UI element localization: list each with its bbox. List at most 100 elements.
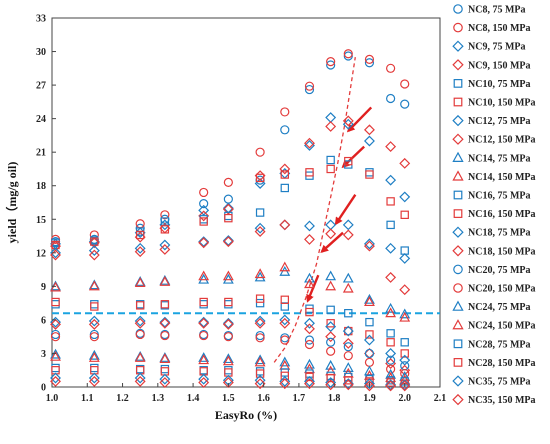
data-point [400, 210, 409, 219]
data-point [364, 58, 375, 68]
data-point [304, 233, 315, 245]
legend-marker [452, 151, 464, 162]
data-point [365, 330, 374, 339]
data-point [400, 349, 409, 358]
data-point [159, 239, 171, 251]
data-point [255, 294, 265, 303]
legend-label: NC12, 75 MPa [468, 116, 531, 127]
data-point [255, 173, 265, 183]
data-point [279, 375, 291, 387]
data-point [326, 57, 336, 67]
legend-label: NC9, 75 MPa [468, 42, 526, 53]
data-point [50, 375, 61, 387]
data-point [365, 168, 374, 177]
data-point [342, 337, 354, 349]
data-point [254, 354, 266, 365]
data-point [255, 369, 265, 378]
data-point [50, 247, 61, 259]
data-point [325, 321, 337, 333]
data-point [342, 282, 354, 293]
data-point [325, 280, 337, 291]
data-point [304, 272, 315, 283]
series-2 [50, 112, 411, 250]
data-point [222, 317, 234, 329]
data-point [342, 229, 354, 241]
data-point [342, 379, 354, 391]
data-point [280, 125, 290, 135]
trend-curve [273, 57, 356, 363]
data-point [88, 245, 100, 257]
data-point [344, 376, 353, 385]
data-point [88, 375, 100, 387]
legend-marker [452, 393, 464, 406]
data-point [385, 141, 397, 153]
y-tick-label: 27 [36, 81, 46, 92]
data-point [222, 377, 234, 388]
data-point [254, 317, 266, 329]
data-point [90, 363, 99, 373]
data-point [90, 302, 99, 311]
data-point [135, 329, 145, 340]
data-point [279, 356, 291, 367]
legend-marker [453, 358, 463, 367]
data-point [198, 210, 210, 222]
legend-marker [453, 97, 463, 107]
x-axis-label: EasyRo (%) [215, 408, 277, 422]
data-point [386, 338, 395, 347]
series-5 [51, 156, 409, 250]
data-point [304, 375, 315, 387]
data-point [159, 353, 171, 364]
legend-marker [452, 226, 464, 238]
legend-label: NC8, 75 MPa [468, 5, 526, 16]
series-16 [50, 348, 411, 381]
x-tick-label: 1.3 [152, 393, 165, 404]
y-tick-label: 18 [36, 181, 46, 192]
data-point [305, 307, 314, 317]
data-point [364, 293, 375, 304]
data-point [255, 147, 265, 157]
data-point [343, 342, 353, 352]
data-point [399, 379, 411, 391]
y-tick-label: 9 [41, 282, 46, 293]
data-point [385, 379, 397, 391]
data-point [280, 170, 290, 179]
legend-label: NC8, 150 MPa [468, 23, 531, 34]
data-point [326, 164, 335, 174]
data-point [51, 300, 60, 309]
data-point [223, 332, 233, 342]
data-point [199, 199, 209, 209]
data-point [326, 155, 335, 165]
data-point [364, 378, 375, 390]
data-point [325, 359, 337, 370]
data-point [135, 230, 145, 240]
data-point [342, 325, 354, 337]
data-point [385, 368, 397, 379]
data-point [304, 378, 315, 390]
legend-marker [452, 59, 464, 71]
data-point [364, 54, 375, 64]
data-point [198, 273, 210, 284]
legend-marker [453, 264, 463, 275]
data-point [280, 107, 290, 117]
data-point [222, 273, 234, 284]
data-point [224, 300, 233, 309]
data-point [222, 355, 234, 366]
data-point [326, 337, 336, 347]
data-point [254, 378, 266, 390]
data-point [199, 215, 208, 224]
data-point [159, 377, 171, 388]
x-tick-label: 1.7 [293, 393, 306, 404]
series-21 [50, 375, 411, 392]
legend-marker [452, 319, 464, 330]
data-point [304, 323, 315, 335]
data-point [365, 317, 374, 327]
data-point [280, 183, 290, 193]
data-point [50, 318, 61, 330]
data-point [304, 84, 315, 95]
data-point [343, 351, 353, 361]
data-point [255, 298, 265, 308]
data-point [325, 121, 337, 132]
data-point [223, 177, 233, 187]
legend-marker [452, 114, 464, 127]
data-point [365, 170, 374, 179]
